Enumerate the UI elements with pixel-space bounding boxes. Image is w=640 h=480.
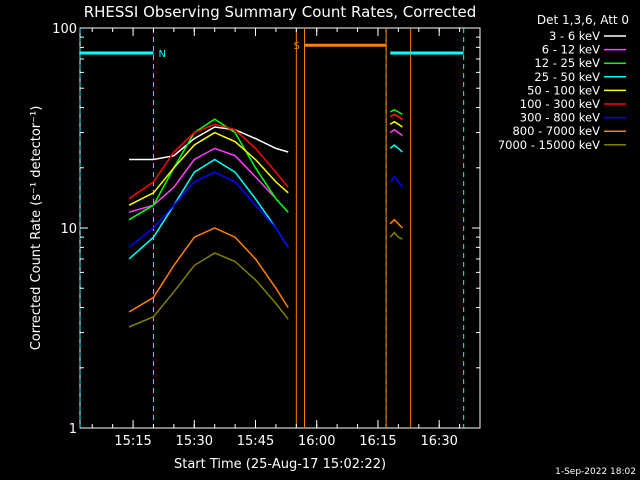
series-line-7-0: [128, 227, 289, 313]
legend-label-2: 12 - 25 keV: [534, 56, 600, 70]
legend-title: Det 1,3,6, Att 0: [537, 13, 629, 27]
legend-label-3: 25 - 50 keV: [534, 70, 600, 84]
annotation-label-0: N: [158, 49, 165, 60]
series-line-6-0: [128, 171, 289, 248]
series-line-6-1: [389, 175, 403, 188]
series-line-0-0: [129, 126, 289, 161]
series-line-4-1: [389, 120, 403, 128]
series-line-1-0: [128, 147, 289, 213]
legend-label-8: 7000 - 15000 keV: [498, 138, 600, 152]
x-axis-ticks: 15:15 15:30 15:45 16:00 16:15 16:30: [91, 28, 481, 449]
x-tick-label-5: 16:30: [420, 434, 457, 449]
vertical-markers: [79, 28, 465, 428]
legend-label-7: 800 - 7000 keV: [512, 124, 600, 138]
plot-frame: [79, 27, 481, 429]
x-axis-label: Start Time (25-Aug-17 15:02:22): [174, 457, 386, 472]
legend-label-6: 300 - 800 keV: [520, 111, 600, 125]
x-tick-label-1: 15:30: [176, 434, 213, 449]
series-line-8-1: [389, 231, 403, 240]
legend-label-5: 100 - 300 keV: [520, 97, 600, 111]
x-tick-label-4: 16:15: [359, 434, 396, 449]
y-axis-label: Corrected Count Rate (s⁻¹ detector⁻¹): [29, 106, 44, 351]
series-line-5-1: [389, 113, 403, 120]
y-tick-label-0: 1: [69, 422, 77, 437]
series-line-1-1: [389, 128, 403, 137]
y-axis-ticks: 1 10 100: [52, 22, 480, 437]
chart-title: RHESSI Observing Summary Count Rates, Co…: [84, 3, 477, 21]
series-line-2-0: [128, 118, 289, 221]
series-lines: [128, 108, 403, 328]
series-line-5-0: [128, 123, 289, 200]
series-line-2-1: [389, 108, 403, 116]
annotation-bars: NS: [80, 41, 464, 60]
series-line-4-0: [128, 131, 289, 206]
legend-label-0: 3 - 6 keV: [549, 29, 600, 43]
series-line-3-0: [128, 158, 289, 260]
x-tick-label-0: 15:15: [114, 434, 151, 449]
series-line-7-1: [389, 218, 403, 229]
annotation-label-1: S: [293, 41, 299, 52]
render-timestamp: 1-Sep-2022 18:02: [555, 467, 636, 477]
legend-label-1: 6 - 12 keV: [542, 43, 600, 57]
series-line-3-1: [389, 144, 403, 153]
x-tick-label-3: 16:00: [298, 434, 335, 449]
series-line-8-0: [128, 252, 289, 328]
y-tick-label-2: 100: [52, 22, 77, 37]
y-tick-label-1: 10: [60, 222, 77, 237]
x-tick-label-2: 15:45: [237, 434, 274, 449]
legend-label-4: 50 - 100 keV: [527, 83, 600, 97]
